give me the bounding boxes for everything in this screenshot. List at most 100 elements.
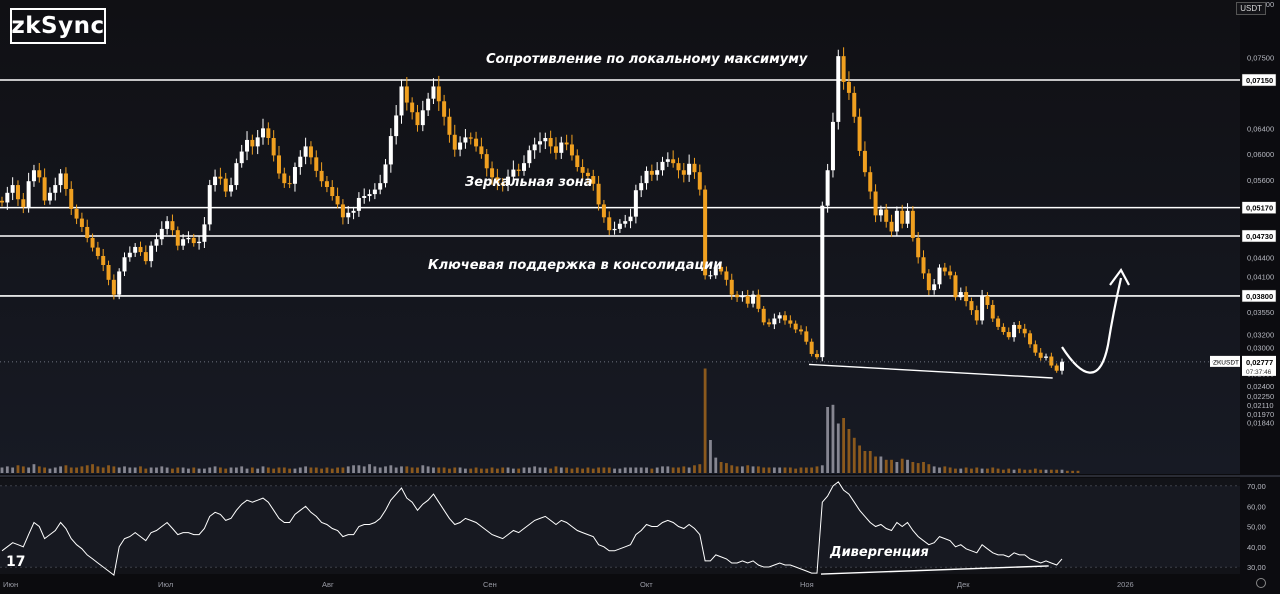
volume-bar — [229, 467, 233, 473]
candle-body — [543, 138, 548, 142]
candle-body — [692, 163, 697, 173]
volume-bar — [346, 466, 350, 473]
candle-body — [724, 271, 729, 280]
volume-bar — [629, 467, 632, 473]
rsi-tick-label: 40,00 — [1247, 543, 1266, 552]
candle-body — [154, 239, 159, 246]
candle-body — [463, 137, 468, 143]
candle-body — [575, 155, 580, 168]
volume-bar — [943, 466, 947, 473]
volume-bar — [96, 466, 100, 473]
volume-bar — [69, 467, 73, 473]
candle-body — [532, 144, 537, 151]
x-tick-label: Дек — [957, 580, 970, 589]
volume-bar — [53, 467, 57, 473]
y-tick-label: 0,03550 — [1247, 308, 1274, 317]
candle-body — [239, 151, 244, 164]
volume-bar — [490, 467, 494, 473]
candle-body — [276, 155, 281, 174]
y-tick-label: 0,01840 — [1247, 418, 1274, 427]
candle-body — [245, 139, 250, 152]
x-tick-label: 2026 — [1117, 580, 1134, 589]
volume-bar — [128, 467, 132, 473]
volume-bar — [400, 466, 403, 473]
candle-body — [458, 142, 463, 150]
candle-body — [319, 170, 324, 182]
candle-body — [10, 185, 15, 193]
settings-icon[interactable] — [1256, 578, 1266, 588]
last-price-box — [1242, 355, 1276, 376]
volume-bar — [495, 468, 499, 473]
volume-bar — [922, 462, 925, 473]
candle-body — [537, 141, 542, 145]
candle-body — [628, 216, 633, 222]
candle-body — [980, 295, 985, 321]
y-tick-label: 0,06000 — [1247, 150, 1274, 159]
volume-bar — [863, 451, 867, 473]
candle-body — [468, 137, 473, 139]
y-tick-label: 0,01970 — [1247, 410, 1274, 419]
volume-bar — [469, 468, 473, 473]
volume-bar — [352, 465, 355, 473]
candle-body — [846, 81, 851, 93]
candle-body — [708, 275, 713, 277]
volume-bar — [703, 368, 707, 473]
candle-body — [735, 294, 740, 298]
candle-body — [649, 170, 654, 175]
volume-bar — [245, 468, 249, 473]
candle-body — [591, 176, 596, 184]
candle-body — [367, 194, 372, 197]
candle-body — [207, 185, 212, 225]
candle-body — [426, 98, 431, 111]
volume-bar — [671, 467, 675, 473]
currency-button[interactable]: USDT — [1236, 2, 1266, 15]
y-tick-label: 0,04400 — [1247, 253, 1274, 262]
volume-bar — [719, 462, 723, 473]
volume-bar — [911, 462, 915, 473]
volume-bar — [1023, 469, 1027, 473]
candle-body — [1022, 328, 1027, 334]
candle-body — [442, 101, 447, 117]
volume-bar — [682, 466, 686, 473]
arrow-head — [1109, 267, 1130, 286]
volume-bar — [725, 463, 728, 473]
candle-body — [655, 170, 660, 175]
volume-bar — [171, 468, 174, 473]
candle-body — [974, 310, 979, 321]
volume-bar — [453, 467, 457, 473]
volume-bar — [1002, 469, 1005, 473]
candle-body — [191, 237, 196, 244]
candle-body — [729, 279, 734, 295]
candle-body — [165, 221, 170, 229]
candle-body — [324, 181, 329, 188]
volume-bar — [123, 466, 126, 473]
candle-body — [921, 257, 926, 274]
candle-body — [793, 323, 798, 330]
volume-bar — [1039, 469, 1043, 473]
volume-bar — [261, 466, 265, 473]
candle-body — [388, 136, 393, 165]
candle-body — [788, 320, 793, 324]
candle-body — [569, 144, 574, 156]
candle-body — [926, 273, 931, 291]
volume-bar — [597, 467, 600, 473]
candle-body — [298, 156, 303, 168]
candle-body — [814, 353, 819, 358]
volume-bar — [1055, 469, 1059, 473]
candle-body — [447, 116, 452, 135]
candle-body — [271, 138, 276, 156]
candle-body — [511, 169, 516, 177]
volume-bar — [794, 468, 798, 473]
candle-body — [969, 301, 974, 311]
volume-bar — [698, 464, 702, 473]
volume-bar — [586, 467, 590, 473]
candle-body — [250, 139, 255, 147]
volume-bar — [181, 467, 185, 473]
volume-bar — [613, 468, 616, 473]
candle-body — [937, 267, 942, 285]
volume-bar — [996, 468, 1000, 473]
candle-body — [617, 223, 622, 229]
candle-body — [996, 318, 1001, 327]
volume-bar — [1076, 470, 1080, 473]
